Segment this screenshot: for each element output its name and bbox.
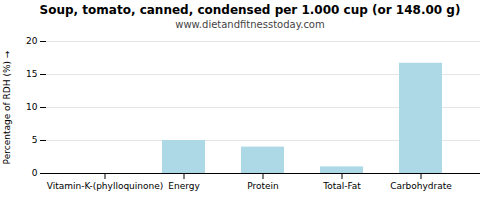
html-text:www.dietandfitnesstoday.com: www.dietandfitnesstoday.com [175,19,325,30]
svg-text:15: 15 [26,69,37,79]
svg-text:Total-Fat: Total-Fat [322,181,361,191]
svg-text:Energy: Energy [168,181,200,191]
svg-text:5: 5 [32,135,38,145]
svg-text:Carbohydrate: Carbohydrate [390,181,452,191]
svg-text:Vitamin-K-(phylloquinone): Vitamin-K-(phylloquinone) [47,181,164,191]
html-text:Soup, tomato, canned, condense: Soup, tomato, canned, condensed per 1.00… [39,3,461,17]
svg-text:0: 0 [32,168,38,178]
svg-text:Percentage of RDH (%) →: Percentage of RDH (%) → [2,50,12,164]
svg-text:Protein: Protein [247,181,279,191]
svg-text:10: 10 [26,102,38,112]
svg-text:20: 20 [26,36,38,46]
